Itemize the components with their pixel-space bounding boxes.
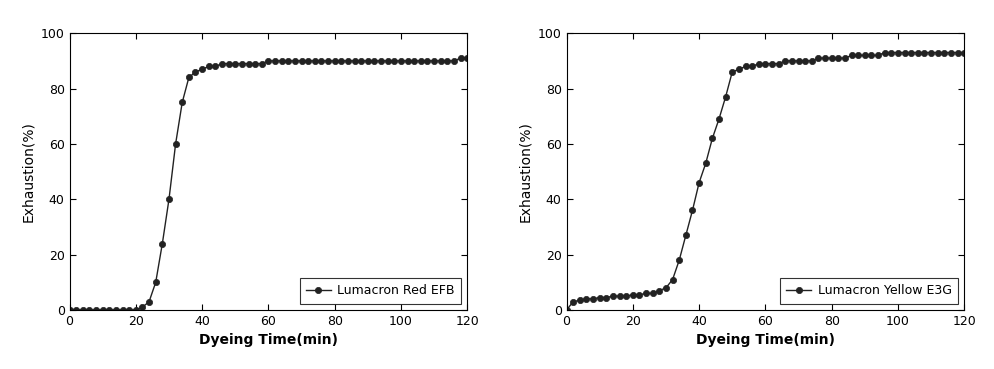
Lumacron Yellow E3G [772,61,784,66]
Legend: Lumacron Yellow E3G: Lumacron Yellow E3G [780,278,958,304]
Lumacron Yellow E3G [958,50,970,55]
Lumacron Red EFB [64,308,76,312]
Lumacron Yellow E3G [799,59,811,63]
Y-axis label: Exhaustion(%): Exhaustion(%) [518,121,533,222]
Lumacron Yellow E3G [879,50,891,55]
X-axis label: Dyeing Time(min): Dyeing Time(min) [696,333,835,347]
Lumacron Red EFB [143,300,155,304]
X-axis label: Dyeing Time(min): Dyeing Time(min) [199,333,338,347]
Lumacron Yellow E3G [561,308,573,312]
Lumacron Red EFB [275,59,287,63]
Lumacron Yellow E3G [911,50,923,55]
Lumacron Red EFB [454,56,466,60]
Lumacron Red EFB [302,59,314,63]
Lumacron Yellow E3G [640,291,652,296]
Y-axis label: Exhaustion(%): Exhaustion(%) [21,121,36,222]
Lumacron Red EFB [409,59,420,63]
Line: Lumacron Red EFB: Lumacron Red EFB [67,55,470,313]
Lumacron Red EFB [203,64,215,69]
Lumacron Yellow E3G [700,161,712,165]
Lumacron Yellow E3G [653,289,665,293]
Lumacron Red EFB [461,56,473,60]
Line: Lumacron Yellow E3G: Lumacron Yellow E3G [564,49,967,313]
Legend: Lumacron Red EFB: Lumacron Red EFB [299,278,461,304]
Lumacron Red EFB [156,241,168,246]
